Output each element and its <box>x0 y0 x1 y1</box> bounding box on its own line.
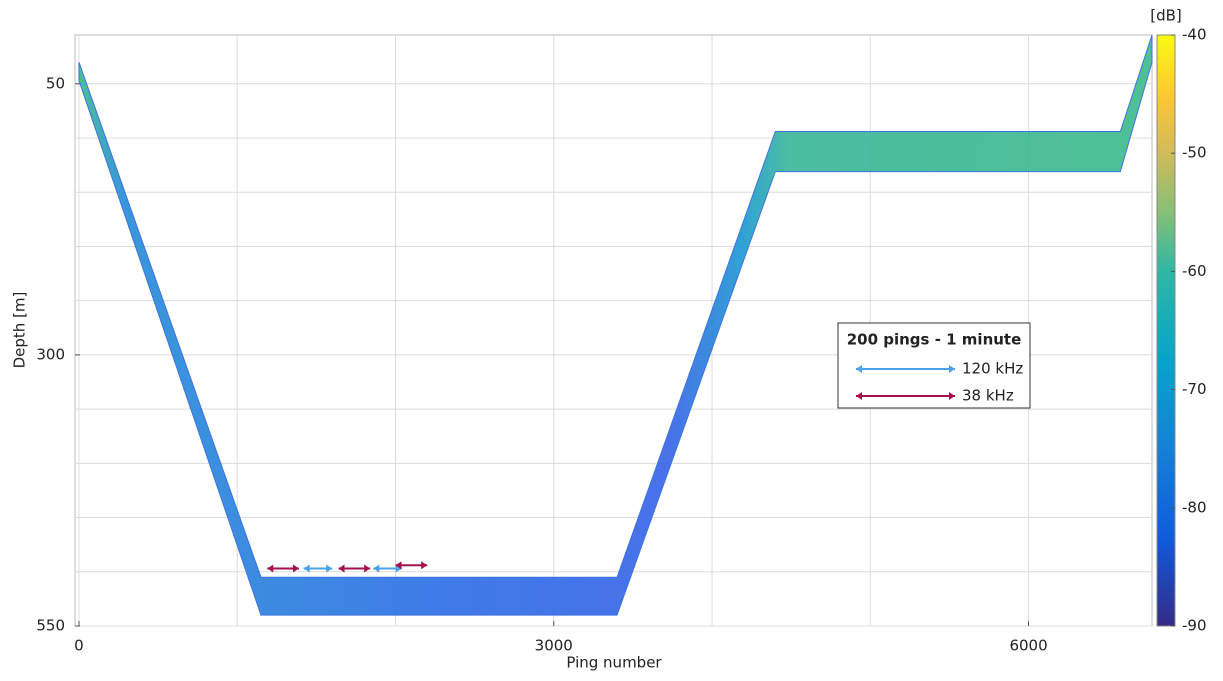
y-tick-label: 550 <box>36 617 65 635</box>
x-tick-label: 6000 <box>1009 637 1047 655</box>
colorbar-tick-label: -50 <box>1182 144 1207 162</box>
echo-band <box>78 34 1153 616</box>
legend-label: 38 kHz <box>962 387 1014 405</box>
y-tick-label: 50 <box>46 74 65 92</box>
y-axis-label: Depth [m] <box>11 292 29 369</box>
colorbar-tick-label: -90 <box>1182 617 1207 635</box>
colorbar-tick-label: -40 <box>1182 26 1207 44</box>
legend-box <box>837 322 1031 409</box>
colorbar-label: [dB] <box>1150 7 1182 25</box>
colorbar <box>1156 34 1176 627</box>
x-axis-label: Ping number <box>566 654 662 672</box>
y-tick-label: 300 <box>36 345 65 363</box>
colorbar-tick-label: -60 <box>1182 262 1207 280</box>
pulse-arrow-head <box>373 564 402 573</box>
colorbar-tick-label: -70 <box>1182 380 1207 398</box>
legend-title: 200 pings - 1 minute <box>847 331 1022 349</box>
x-tick-label: 3000 <box>535 637 573 655</box>
x-tick-label: 0 <box>74 637 84 655</box>
colorbar-tick-label: -80 <box>1182 498 1207 516</box>
pulse-arrow-head <box>303 564 333 573</box>
legend-label: 120 kHz <box>962 360 1023 378</box>
